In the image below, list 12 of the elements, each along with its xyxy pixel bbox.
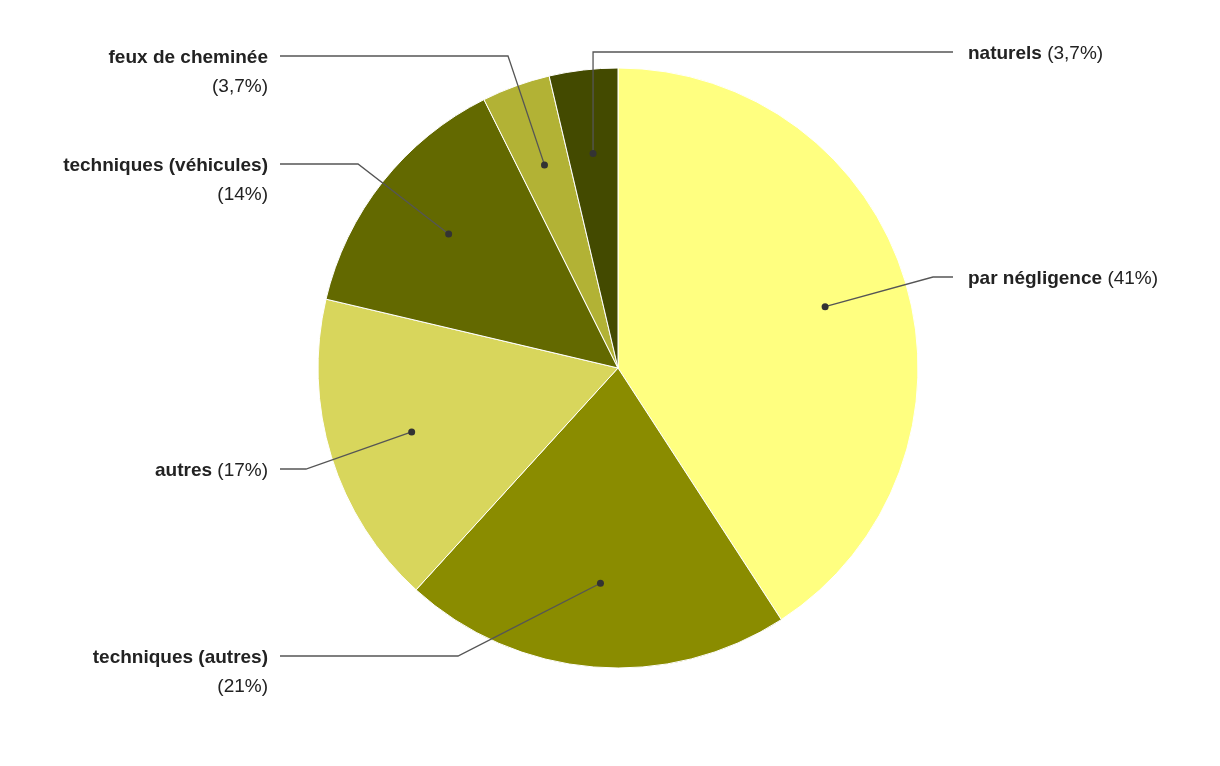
slice-label: naturels (968, 42, 1042, 63)
data-label: (21%) (217, 675, 268, 696)
data-label: (41%) (1102, 267, 1159, 288)
data-label: (14%) (217, 183, 268, 204)
data-label: (3,7%) (212, 75, 268, 96)
slice-label: autres (155, 459, 213, 480)
slice-label: par négligence (968, 267, 1103, 288)
slice-label: techniques (autres) (92, 646, 268, 667)
slice-label: feux de cheminée (108, 46, 268, 67)
data-label: (17%) (212, 459, 268, 480)
data-label: (3,7%) (1041, 42, 1104, 63)
slice-label: techniques (véhicules) (63, 154, 268, 175)
